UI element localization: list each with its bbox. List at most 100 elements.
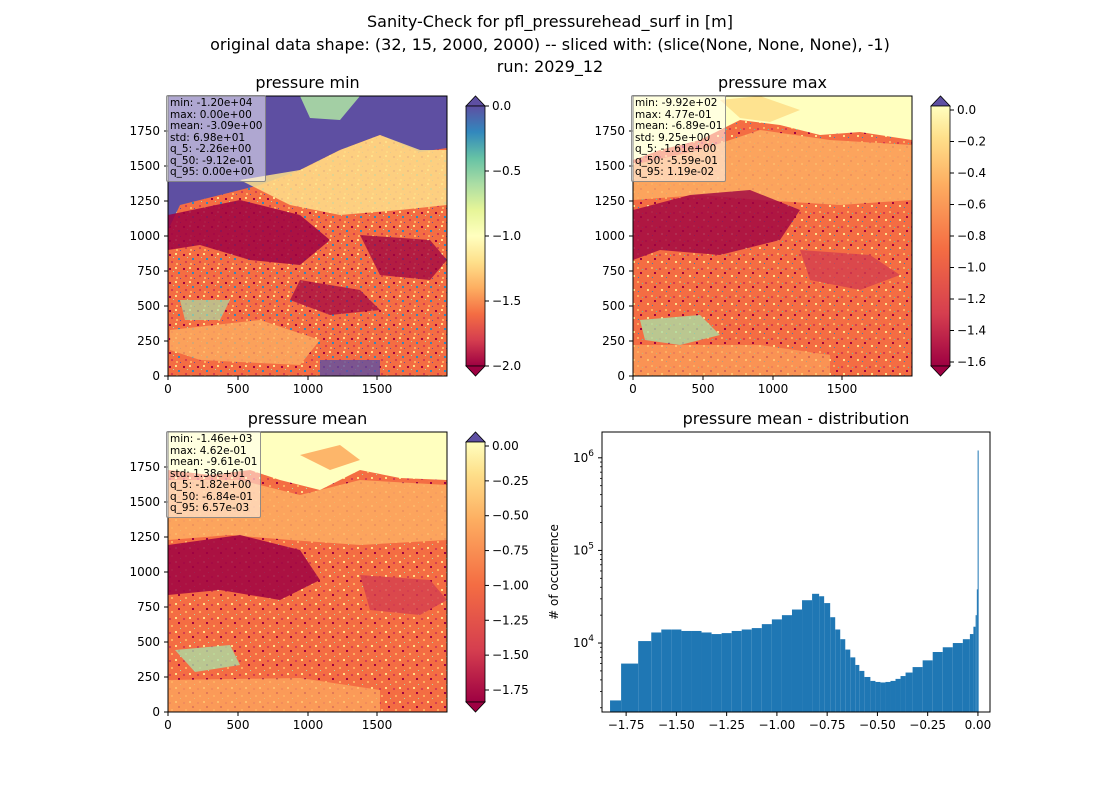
stat-line: q_5: -1.82e+00 [170,479,252,491]
y-tick-label: 1000 [129,565,160,579]
y-tick-label: 750 [137,264,160,278]
y-tick-min-1: 250 [137,334,168,348]
figure-title-line-1: Sanity-Check for pfl_pressurehead_surf i… [367,12,733,31]
y-tick-label: 750 [137,600,160,614]
x-tick-label: 1000 [293,718,324,732]
y-tick-label: 1750 [594,124,625,138]
x-tick-label: 0 [629,382,637,396]
colorbar-tick-label: −1.25 [492,613,529,627]
colorbar-tick-label: −0.6 [957,198,986,212]
histogram-x-tick: −0.75 [809,712,846,732]
histogram-bar [691,630,702,712]
colorbar-tick: −1.5 [485,294,521,308]
y-tick-label: 1000 [129,229,160,243]
colorbar-tick: −1.4 [950,324,986,338]
colorbar-tick-label: −1.5 [492,294,521,308]
histogram-x-tick: −0.50 [859,712,896,732]
y-tick-label: 750 [602,264,625,278]
histogram-bar [621,663,639,712]
histogram-bar [859,670,865,712]
y-tick-label: 1000 [594,229,625,243]
histogram-frame [601,431,991,713]
colorbar-tick-label: −1.4 [957,324,986,338]
stats-box-min: min: -1.20e+04 max: 0.00e+00 mean: -3.09… [166,95,267,182]
histogram-bar [969,634,974,712]
x-tick-label: 500 [227,382,250,396]
colorbar-tick: −0.6 [950,198,986,212]
colorbar-tick-label: −0.4 [957,166,986,180]
histogram-bar [952,643,963,712]
y-tick-label: 1250 [594,194,625,208]
colorbar-tick: 0.0 [485,99,511,113]
histogram-bar [885,681,891,712]
histogram-y-tick: 104 [573,634,602,650]
histogram-bar [791,609,803,712]
y-tick-min-3: 750 [137,264,168,278]
histogram-x-tick: 0.00 [965,712,991,732]
y-axis-min: 0 250 500 750 1000 1250 1500 1750 [129,124,168,383]
histogram-bar [761,624,772,712]
histogram-y-tick-label: 104 [573,634,594,650]
panel-title-max: pressure max [718,73,827,92]
histogram-bar [835,629,841,712]
colorbar-tick: −0.50 [485,509,529,523]
stat-line: q_95: 6.57e-03 [170,502,250,514]
histogram-x-tick-label: −1.75 [608,718,645,732]
histogram-bar [681,630,692,712]
y-tick-label: 0 [617,369,625,383]
y-tick-mean-0: 0 [152,705,168,719]
x-tick-label: 1500 [362,718,393,732]
histogram-x-axis: −1.75 −1.50 −1.25 −1.00 −0.75 −0.50 −0.25 0.00 [608,712,991,732]
stat-line: q_95: 1.19e-02 [635,166,715,178]
y-tick-label: 1500 [129,495,160,509]
x-axis-max: 0 500 1000 1500 [629,376,857,396]
x-tick-label: 0 [164,382,172,396]
colorbar-tick-label: −1.50 [492,648,529,662]
histogram-bar [864,676,871,712]
y-tick-max-2: 500 [602,299,633,313]
histogram-bar [819,596,825,712]
histogram-bar [830,617,836,712]
histogram-bar [721,633,732,712]
x-tick-min-0: 0 [164,376,172,396]
histogram-bar [932,652,943,712]
colorbar-tick: −1.00 [485,578,529,592]
stat-line: min: -1.46e+03 [170,433,253,445]
colorbar-tick: −0.8 [950,229,986,243]
colorbar-tick: −2.0 [485,359,521,373]
y-tick-mean-2: 500 [137,635,168,649]
y-tick-max-5: 1250 [594,194,633,208]
histogram-bar [855,664,860,712]
colorbar-tick: −1.75 [485,683,529,697]
y-tick-mean-6: 1500 [129,495,168,509]
x-axis-mean: 0 500 1000 1500 [164,712,392,732]
colorbar-tick: −0.5 [485,164,521,178]
stat-line: q_50: -6.84e-01 [170,490,253,503]
x-tick-max-1: 500 [692,376,714,396]
y-tick-min-4: 1000 [129,229,168,243]
colorbar-mean: 0.00 −0.25 −0.50 −0.75 −1.00 −1.25 −1.50 −1.75 [465,431,529,713]
histogram-bar [912,667,923,712]
y-tick-label: 250 [602,334,625,348]
map-image-max [633,96,912,376]
stat-line: q_5: -1.61e+00 [635,143,717,155]
histogram-bar [731,630,742,712]
histogram-bar [781,615,792,712]
x-tick-label: 1000 [293,382,324,396]
histogram-x-tick: −1.25 [708,712,745,732]
x-tick-min-3: 1500 [362,376,392,396]
y-tick-label: 0 [152,369,160,383]
colorbar-tick-label: −0.50 [492,509,529,523]
x-tick-label: 1500 [827,382,858,396]
y-tick-max-6: 1500 [594,159,633,173]
stats-box-mean: min: -1.46e+03 max: 4.62e-01 mean: -9.61… [166,431,262,518]
histogram-bar [845,649,851,712]
histogram-bar [870,680,876,712]
histogram-bar [812,593,820,712]
y-tick-label: 1750 [129,460,160,474]
histogram-bar [880,682,886,712]
colorbar-tick-label: −0.25 [492,474,529,488]
histogram-y-tick-label: 105 [573,541,594,557]
histogram-x-tick-label: −0.50 [859,718,896,732]
colorbar-tick: −0.4 [950,166,986,180]
